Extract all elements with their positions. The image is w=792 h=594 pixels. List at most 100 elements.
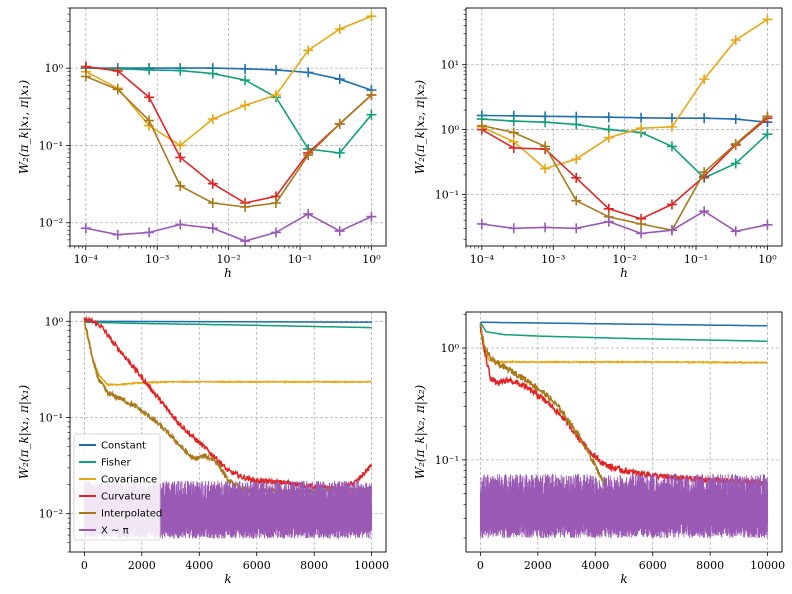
series-line-covariance xyxy=(85,15,372,147)
y-tick-label: 10⁻¹ xyxy=(39,139,63,152)
point-covariance xyxy=(366,11,377,22)
legend-label-interpolated: Interpolated xyxy=(101,509,162,520)
point-covariance xyxy=(571,154,582,165)
x-tick-label: 8000 xyxy=(696,559,724,572)
point-constant xyxy=(240,63,251,74)
point-interpolated xyxy=(144,115,155,126)
x-tick-label: 4000 xyxy=(185,559,213,572)
x-tick-label: 10⁻² xyxy=(217,253,241,266)
series-line-covariance xyxy=(479,325,769,365)
series-line-constant xyxy=(481,114,768,123)
series-line-curvature xyxy=(481,117,768,220)
y-axis-label: W₂(π_k|x₁, π|x₁) xyxy=(17,79,31,174)
legend-label-x: X ~ π xyxy=(101,526,129,537)
x-axis-label: k xyxy=(620,572,627,586)
series-line-fisher xyxy=(481,118,768,179)
x-tick-label: 6000 xyxy=(243,559,271,572)
x-tick-label: 10⁻⁴ xyxy=(74,253,99,266)
point-interpolated xyxy=(112,84,123,95)
x-axis-label: k xyxy=(224,572,231,586)
series-line-covariance xyxy=(83,320,373,387)
x-tick-label: 10⁻³ xyxy=(145,253,169,266)
point-x xyxy=(112,229,123,240)
point-fisher xyxy=(730,158,741,169)
point-x xyxy=(207,223,218,234)
x-tick-label: 10⁰ xyxy=(758,253,777,266)
point-x xyxy=(334,226,345,237)
y-tick-label: 10⁻¹ xyxy=(435,454,459,467)
point-curvature xyxy=(175,152,186,163)
point-fisher xyxy=(240,75,251,86)
x-tick-label: 0 xyxy=(477,559,484,572)
series-line-constant xyxy=(85,67,372,91)
point-covariance xyxy=(540,163,551,174)
point-x xyxy=(303,208,314,219)
axes-frame xyxy=(465,311,783,553)
point-covariance xyxy=(334,24,345,35)
point-covariance xyxy=(270,89,281,100)
series-line-constant xyxy=(480,321,768,327)
point-x xyxy=(603,216,614,227)
point-interpolated xyxy=(476,120,487,131)
point-x xyxy=(540,222,551,233)
point-x xyxy=(730,226,741,237)
point-constant xyxy=(636,112,647,123)
y-tick-label: 10⁻² xyxy=(39,508,63,521)
plot-area xyxy=(80,11,377,246)
point-x xyxy=(270,227,281,238)
point-curvature xyxy=(144,92,155,103)
x-axis-label: h xyxy=(224,266,232,280)
point-x xyxy=(240,236,251,246)
point-fisher xyxy=(366,109,377,120)
point-covariance xyxy=(175,140,186,151)
y-axis-label: W₂(π_k|x₂, π|x₂) xyxy=(413,384,427,479)
point-curvature xyxy=(666,199,677,210)
panel-top-left: 10⁻⁴ 10⁻³ 10⁻² 10⁻¹ 10⁰ 10⁻² 10⁻¹ 10⁰ h W₂(π_k|x₁… xyxy=(17,7,387,280)
y-tick-label: 10⁻¹ xyxy=(39,412,63,425)
point-x xyxy=(508,223,519,234)
series-line-interpolated xyxy=(85,75,372,208)
point-x xyxy=(699,206,710,217)
y-tick-label: 10⁰ xyxy=(45,315,64,328)
legend-label-constant: Constant xyxy=(101,441,146,452)
point-covariance xyxy=(303,45,314,56)
point-interpolated xyxy=(334,118,345,129)
series-line-fisher xyxy=(85,67,373,154)
x-tick-label: 10000 xyxy=(354,559,389,572)
x-tick-label: 10⁻⁴ xyxy=(470,253,495,266)
point-interpolated xyxy=(366,89,377,100)
point-x xyxy=(80,223,91,234)
point-interpolated xyxy=(540,141,551,152)
point-x xyxy=(666,225,677,236)
point-curvature xyxy=(508,142,519,153)
x-tick-label: 2000 xyxy=(524,559,552,572)
series-line-fisher xyxy=(479,321,768,343)
point-interpolated xyxy=(175,180,186,191)
x-tick-label: 10000 xyxy=(750,559,785,572)
point-x xyxy=(636,228,647,239)
series-line-x xyxy=(481,210,768,235)
point-covariance xyxy=(636,123,647,134)
point-x xyxy=(476,218,487,229)
x-tick-label: 10⁻¹ xyxy=(288,253,312,266)
y-axis-label: W₂(π_k|x₁, π|x₁) xyxy=(17,384,31,479)
point-constant xyxy=(270,64,281,75)
y-tick-label: 10⁻² xyxy=(39,217,63,230)
point-fisher xyxy=(540,117,551,128)
point-interpolated xyxy=(762,111,773,122)
series-line-interpolated xyxy=(479,323,625,508)
point-constant xyxy=(603,112,614,123)
point-interpolated xyxy=(699,167,710,178)
series-line-constant xyxy=(84,320,372,323)
point-fisher xyxy=(207,68,218,79)
axes-frame xyxy=(69,7,387,247)
x-tick-label: 2000 xyxy=(128,559,156,572)
point-covariance xyxy=(666,121,677,132)
series-line-x xyxy=(85,212,372,242)
point-constant xyxy=(303,67,314,78)
y-tick-label: 10⁰ xyxy=(441,124,460,137)
series-line-fisher xyxy=(84,321,372,329)
point-interpolated xyxy=(571,195,582,206)
point-interpolated xyxy=(730,138,741,149)
x-tick-label: 10⁻² xyxy=(613,253,637,266)
